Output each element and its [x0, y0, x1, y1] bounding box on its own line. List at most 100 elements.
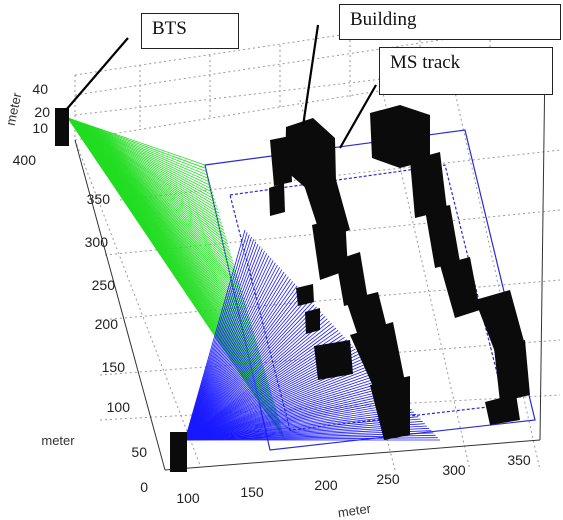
bts-mast-upper: [55, 108, 69, 146]
z-axis-title: meter: [3, 91, 25, 127]
bts-ray: [184, 229, 246, 441]
bts-ray: [67, 117, 207, 169]
y-tick: 50: [131, 444, 147, 460]
x-axis-ticks: 100 150 200 250 300 350: [176, 452, 531, 506]
bts-ray: [184, 271, 285, 441]
bts-ray: [184, 297, 309, 441]
building-callout: Building: [339, 4, 561, 40]
building-block: [305, 308, 320, 334]
bts-ray: [184, 239, 255, 441]
building-block: [494, 340, 530, 402]
bts-ray: [184, 262, 276, 441]
x-tick: 150: [240, 484, 264, 500]
bts-ray: [184, 399, 404, 441]
y-tick: 100: [107, 399, 131, 415]
building-block: [269, 183, 285, 216]
bts-ray: [67, 117, 206, 166]
bts-ray: [184, 299, 311, 441]
x-tick: 200: [314, 477, 338, 493]
z-tick: 20: [34, 104, 50, 120]
z-axis-ticks: 10 20 40: [32, 81, 50, 136]
y-axis-ticks: 0 50 100 150 200 250 300 350 400: [13, 152, 149, 495]
bts-ray: [184, 369, 376, 441]
y-tick: 200: [95, 316, 119, 332]
bts-ray: [184, 406, 410, 441]
bts-ray: [184, 243, 259, 441]
y-tick: 350: [87, 191, 111, 207]
bts-ray: [184, 281, 293, 441]
y-axis-title: meter: [41, 433, 75, 448]
building-block: [296, 284, 314, 306]
bts-ray: [184, 269, 283, 441]
bts-ray: [184, 332, 341, 441]
bts-ray: [184, 257, 272, 441]
building-callout-label: Building: [350, 9, 417, 30]
bts-ray: [67, 117, 208, 173]
bts-ray: [184, 260, 274, 441]
building-block: [475, 290, 525, 352]
bts-ray: [184, 236, 252, 441]
x-tick: 350: [507, 452, 531, 468]
bts-ray: [184, 316, 326, 441]
bts-ray: [184, 374, 380, 441]
bts-ray: [184, 302, 313, 441]
bts-ray: [184, 327, 337, 441]
building-block: [425, 205, 460, 268]
bts-ray: [184, 304, 315, 441]
bts-ray: [184, 264, 278, 441]
bts-ray: [184, 313, 324, 441]
bts-ray: [184, 381, 386, 441]
x-tick: 250: [376, 471, 400, 487]
bts-ray: [184, 413, 417, 441]
bts-ray: [184, 248, 263, 441]
bts-ray: [184, 311, 322, 441]
bts-ray: [184, 325, 335, 441]
bts-ray: [67, 117, 212, 186]
x-tick: 300: [442, 462, 466, 478]
bts-ray: [184, 295, 306, 441]
y-tick: 250: [92, 277, 116, 293]
bts-ray: [184, 283, 296, 441]
bts-ray: [184, 255, 270, 441]
bts-rays-upper: [67, 117, 286, 441]
bts-callout-label: BTS: [152, 18, 187, 39]
x-axis-title: meter: [337, 501, 373, 520]
bts-ray: [184, 309, 319, 441]
bts-ray: [184, 234, 250, 441]
y-tick: 150: [102, 359, 126, 375]
bts-ray: [184, 371, 378, 441]
bts-ray: [184, 364, 371, 441]
bts-ray: [184, 323, 332, 441]
bts-ray: [184, 274, 287, 441]
bts-ray: [184, 250, 265, 441]
bts-ray: [184, 276, 289, 441]
building-block: [410, 152, 447, 218]
bts-ray: [67, 117, 209, 176]
ms-track-callout: MS track: [379, 47, 553, 95]
bts-ray: [67, 117, 210, 180]
bts-ray: [184, 383, 389, 441]
bts-ray: [67, 117, 217, 204]
y-tick: 400: [13, 152, 37, 168]
bts-ray: [184, 292, 304, 441]
y-tick: 0: [140, 479, 148, 495]
building-block: [485, 394, 520, 425]
building-block: [270, 136, 292, 186]
bts-ray: [67, 117, 286, 441]
bts-ray: [184, 288, 300, 441]
bts-ray: [184, 378, 384, 441]
bts-ray: [184, 385, 391, 441]
building-block: [370, 105, 430, 168]
building-block: [314, 340, 353, 380]
building-block: [336, 252, 368, 306]
bts-ray: [67, 117, 214, 193]
bts-ray: [184, 320, 330, 441]
bts-ray: [184, 367, 373, 441]
bts-ray: [184, 278, 291, 441]
ms-track-callout-label: MS track: [390, 52, 461, 73]
bts-ray: [184, 253, 268, 441]
bts-ray: [184, 232, 248, 441]
bts-ray: [184, 318, 328, 441]
bts-ray: [184, 246, 261, 441]
